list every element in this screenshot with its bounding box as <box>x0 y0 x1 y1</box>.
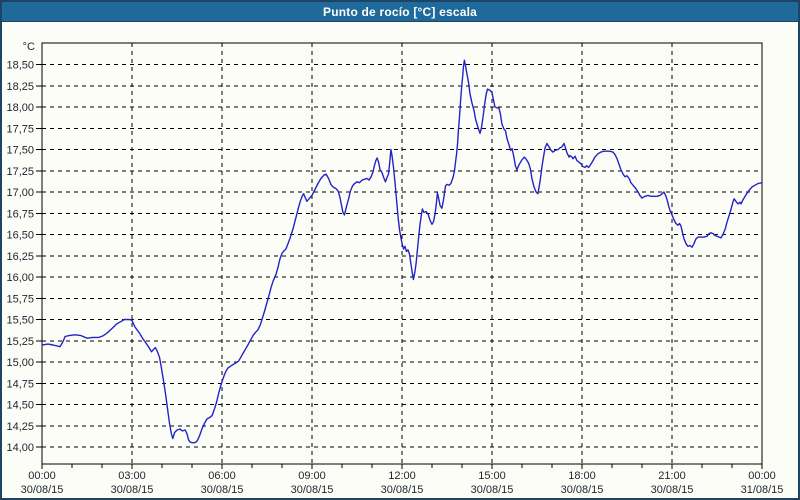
x-tick-time: 21:00 <box>658 470 686 482</box>
x-tick-date: 30/08/15 <box>561 484 604 496</box>
y-tick-label: 15,75 <box>6 293 34 305</box>
x-tick-time: 15:00 <box>478 470 506 482</box>
x-tick-date: 30/08/15 <box>201 484 244 496</box>
y-tick-label: 14,00 <box>6 442 34 454</box>
y-tick-label: 17,25 <box>6 166 34 178</box>
y-tick-label: 18,50 <box>6 60 34 72</box>
x-tick-time: 03:00 <box>118 470 146 482</box>
x-tick-time: 00:00 <box>28 470 56 482</box>
gridlines <box>42 43 762 464</box>
y-tick-label: 15,00 <box>6 357 34 369</box>
x-tick-date: 30/08/15 <box>651 484 694 496</box>
y-tick-label: 17,50 <box>6 145 34 157</box>
y-tick-label: 15,25 <box>6 336 34 348</box>
x-tick-date: 30/08/15 <box>21 484 64 496</box>
x-tick-time: 18:00 <box>568 470 596 482</box>
y-tick-label: 17,00 <box>6 187 34 199</box>
y-tick-label: 16,75 <box>6 208 34 220</box>
y-tick-label: 14,50 <box>6 400 34 412</box>
title-bar: Punto de rocío [°C] escala <box>2 2 798 22</box>
axis-ticks <box>36 64 763 469</box>
x-tick-date: 30/08/15 <box>111 484 154 496</box>
y-tick-label: 16,00 <box>6 272 34 284</box>
x-tick-date: 30/08/15 <box>381 484 424 496</box>
chart-title: Punto de rocío [°C] escala <box>322 4 478 19</box>
y-tick-label: 14,25 <box>6 421 34 433</box>
y-tick-label: 16,25 <box>6 251 34 263</box>
y-tick-label: 16,50 <box>6 230 34 242</box>
axis-labels: 18,50 18,25 18,00 17,75 17,50 17,25 17,00 16,75… <box>6 41 783 496</box>
x-tick-date: 30/08/15 <box>471 484 514 496</box>
plot-border <box>41 42 763 465</box>
x-tick-time: 06:00 <box>208 470 236 482</box>
x-tick-date: 30/08/15 <box>291 484 334 496</box>
y-tick-label: 17,75 <box>6 123 34 135</box>
x-tick-date: 31/08/15 <box>741 484 784 496</box>
y-tick-label: 14,75 <box>6 378 34 390</box>
y-tick-label: 15,50 <box>6 315 34 327</box>
y-tick-label: 18,25 <box>6 81 34 93</box>
x-tick-time: 00:00 <box>748 470 776 482</box>
x-tick-time: 09:00 <box>298 470 326 482</box>
y-tick-label: 18,00 <box>6 102 34 114</box>
series-line-dew-point <box>41 59 763 444</box>
y-axis-unit: °C <box>23 41 35 53</box>
x-tick-time: 12:00 <box>388 470 416 482</box>
